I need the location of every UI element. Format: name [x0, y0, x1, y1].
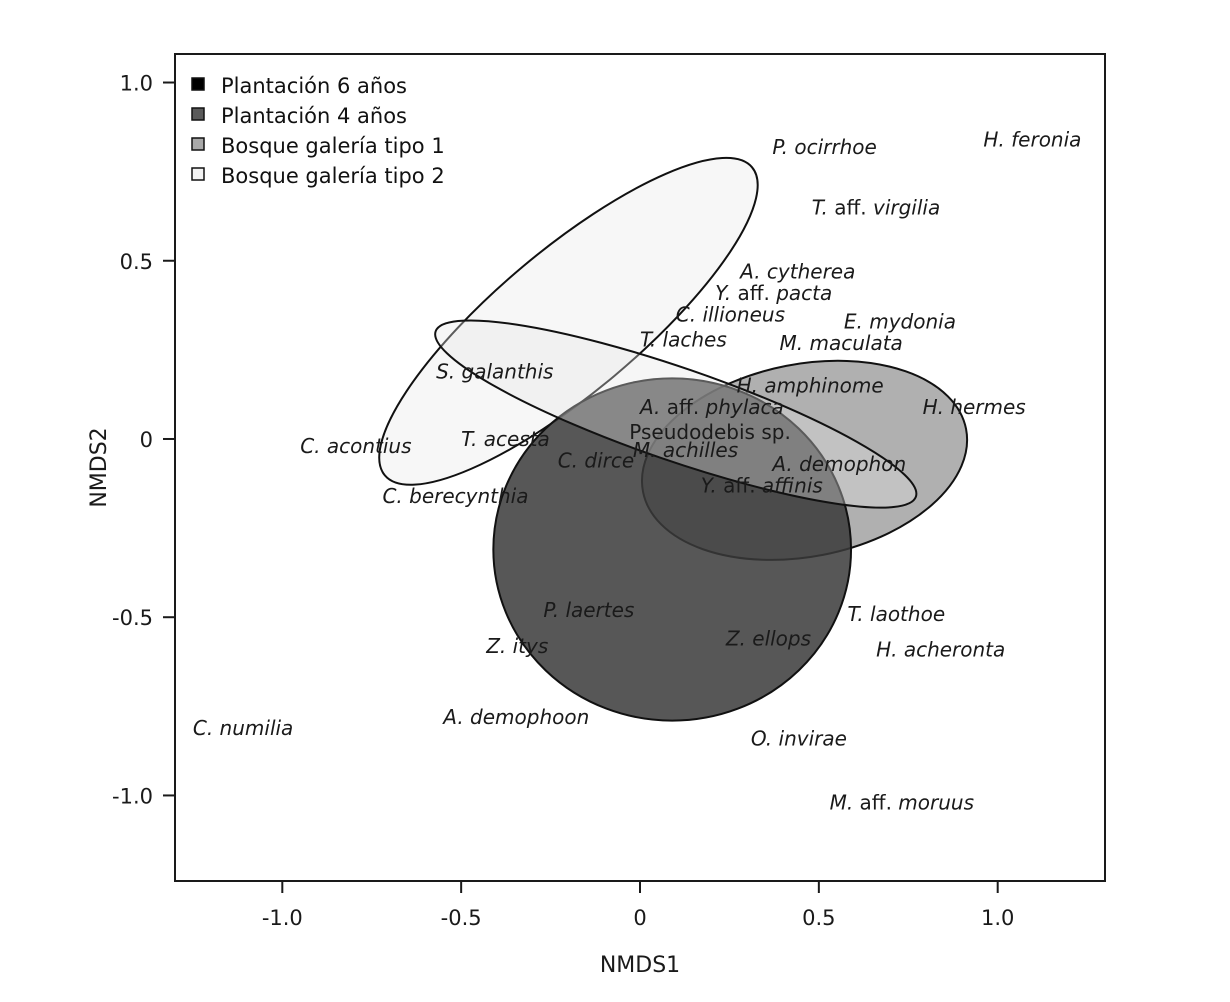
species-label: Y. aff. pacta — [715, 281, 832, 305]
species-label: H. hermes — [923, 395, 1026, 419]
species-genus: A. — [638, 395, 660, 419]
species-genus: A. demophon — [770, 452, 906, 476]
y-axis-label: NMDS2 — [87, 427, 112, 507]
species-epithet: phylaca — [705, 395, 784, 419]
species-qualifier: aff. — [853, 791, 898, 815]
species-genus: Z. itys — [485, 634, 548, 658]
x-tick-label: -1.0 — [262, 906, 303, 930]
legend-label: Bosque galería tipo 1 — [221, 134, 445, 158]
species-genus: M. achilles — [633, 438, 738, 462]
species-epithet: affinis — [762, 473, 823, 497]
ellipse-4 — [434, 319, 918, 509]
species-label: A. demophoon — [441, 705, 589, 729]
species-label: T. laches — [640, 327, 727, 351]
species-qualifier: aff. — [717, 473, 762, 497]
species-qualifier: Pseudodebis sp. — [629, 420, 791, 444]
species-label: C. numilia — [193, 716, 293, 740]
legend: Plantación 6 años Plantación 4 años Bosque… — [191, 74, 445, 188]
species-label: Pseudodebis sp. — [629, 420, 791, 444]
species-genus: A. demophoon — [441, 705, 589, 729]
species-label: M. aff. moruus — [830, 791, 974, 815]
y-tick-label: 1.0 — [120, 72, 153, 96]
y-tick-label: 0 — [140, 428, 153, 452]
ellipse-layer — [378, 156, 969, 722]
species-genus: C. berecynthia — [382, 484, 528, 508]
species-genus: H. amphinome — [737, 374, 884, 398]
species-genus: T. acesta — [461, 427, 550, 451]
species-label: A. cytherea — [738, 260, 855, 284]
species-genus: A. cytherea — [738, 260, 855, 284]
species-genus: H. hermes — [923, 395, 1026, 419]
species-epithet: virgilia — [873, 195, 940, 219]
species-label: E. mydonia — [844, 309, 956, 333]
species-genus: P. ocirrhoe — [772, 135, 876, 159]
legend-label: Plantación 6 años — [221, 74, 407, 98]
species-label: T. acesta — [461, 427, 550, 451]
species-genus: M. — [830, 791, 854, 815]
species-genus: M. maculata — [780, 331, 903, 355]
species-qualifier: aff. — [660, 395, 705, 419]
legend-label: Plantación 4 años — [221, 104, 407, 128]
species-genus: E. mydonia — [844, 309, 956, 333]
legend-label: Bosque galería tipo 2 — [221, 164, 445, 188]
species-label: Z. ellops — [725, 627, 811, 651]
species-label: H. acheronta — [876, 637, 1005, 661]
x-tick-label: 1.0 — [981, 906, 1014, 930]
species-genus: P. laertes — [543, 598, 634, 622]
y-tick-label: -0.5 — [112, 606, 153, 630]
species-genus: Y. — [701, 473, 717, 497]
species-label: C. dirce — [558, 449, 634, 473]
species-label: Y. aff. affinis — [701, 473, 823, 497]
legend-swatch — [191, 137, 205, 151]
species-label: M. achilles — [633, 438, 738, 462]
x-tick-label: -0.5 — [441, 906, 482, 930]
species-label: A. demophon — [770, 452, 906, 476]
species-genus: H. acheronta — [876, 637, 1005, 661]
species-epithet: pacta — [775, 281, 832, 305]
species-label: P. laertes — [543, 598, 634, 622]
species-label: H. amphinome — [737, 374, 884, 398]
y-tick-label: 0.5 — [120, 250, 153, 274]
species-genus: Y. — [715, 281, 731, 305]
species-label: Z. itys — [485, 634, 548, 658]
species-qualifier: aff. — [828, 195, 873, 219]
species-label: O. invirae — [751, 727, 847, 751]
species-label: T. aff. virgilia — [812, 195, 941, 219]
species-label: C. berecynthia — [382, 484, 528, 508]
species-genus: O. invirae — [751, 727, 847, 751]
species-genus: C. acontius — [300, 434, 411, 458]
species-label: P. ocirrhoe — [772, 135, 876, 159]
species-label: T. laothoe — [847, 602, 945, 626]
species-label: M. maculata — [780, 331, 903, 355]
legend-swatch — [191, 107, 205, 121]
species-label: H. feronia — [983, 128, 1081, 152]
x-axis-label: NMDS1 — [600, 953, 680, 978]
y-tick-label: -1.0 — [112, 784, 153, 808]
ellipse-1 — [378, 156, 759, 486]
species-epithet: moruus — [898, 791, 974, 815]
species-genus: S. galanthis — [436, 359, 553, 383]
tick-layer: -1.0 -0.5 0 0.5 1.0 1.0 0.5 0 -0.5 -1.0 — [112, 72, 1014, 930]
species-label: S. galanthis — [436, 359, 553, 383]
legend-swatch — [191, 77, 205, 91]
species-genus: C. dirce — [558, 449, 634, 473]
species-genus: C. illioneus — [676, 302, 785, 326]
species-label: C. acontius — [300, 434, 411, 458]
legend-swatch — [191, 167, 205, 181]
species-label: A. aff. phylaca — [638, 395, 784, 419]
species-genus: C. numilia — [193, 716, 293, 740]
ellipse-3 — [492, 377, 853, 722]
species-genus: T. laothoe — [847, 602, 945, 626]
species-genus: T. — [812, 195, 828, 219]
species-label-layer: P. ocirrhoe H. feronia T. aff. virgilia A. … — [193, 128, 1082, 815]
species-genus: H. feronia — [983, 128, 1081, 152]
x-tick-label: 0.5 — [802, 906, 835, 930]
species-label: C. illioneus — [676, 302, 785, 326]
species-qualifier: aff. — [731, 281, 776, 305]
species-genus: T. laches — [640, 327, 727, 351]
x-tick-label: 0 — [633, 906, 646, 930]
species-genus: Z. ellops — [725, 627, 811, 651]
